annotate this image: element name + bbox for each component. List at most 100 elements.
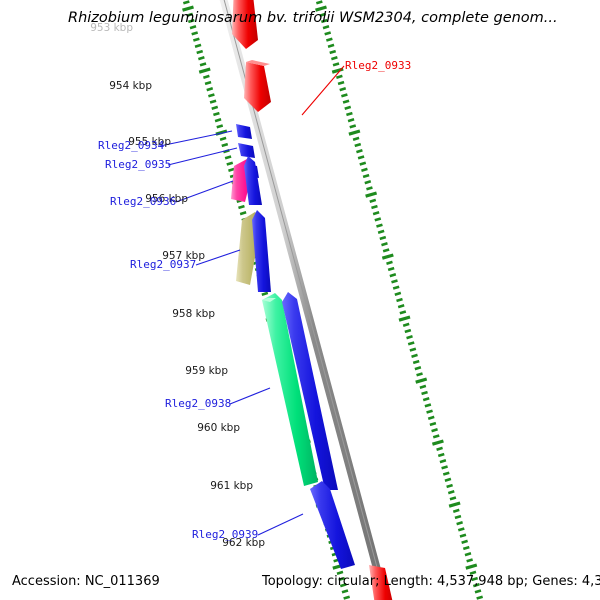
ruler-label-2: 955 kbp: [128, 136, 171, 148]
gene-glyph-blue-mid-2[interactable]: [252, 210, 271, 292]
ruler-tick-right-89: [461, 539, 469, 544]
ruler-tick-right-34: [369, 198, 377, 203]
gene-label-Rleg2_0934[interactable]: Rleg2_0934: [98, 139, 165, 152]
gene-label-Rleg2_0938[interactable]: Rleg2_0938: [165, 397, 231, 410]
ruler-tick-right-68: [426, 409, 433, 414]
ruler-tick-right-94: [469, 570, 477, 575]
ruler-tick-left-4: [186, 12, 194, 17]
ruler-tick-right-92: [466, 558, 474, 563]
ruler-tick-left-96: [339, 583, 347, 588]
ruler-tick-right-11: [330, 56, 338, 61]
ruler-tick-left-35: [238, 204, 245, 210]
ruler-labels: 953 kbp 954 kbp 955 kbp 956 kbp 957 kbp 958 k…: [90, 22, 265, 549]
ruler-tick-right-43: [381, 253, 394, 260]
ruler-tick-left-8: [192, 37, 200, 42]
ruler-tick-left-10: [196, 49, 204, 55]
ruler-right-ticks: [315, 0, 484, 600]
ruler-tick-right-32: [366, 186, 373, 191]
ruler-tick-left-9: [194, 43, 202, 48]
ruler-tick-right-51: [397, 304, 405, 309]
ruler-tick-right-86: [456, 521, 463, 526]
ruler-tick-right-6: [322, 25, 330, 30]
ruler-tick-left-28: [226, 161, 234, 166]
ruler-tick-right-98: [476, 595, 484, 600]
ruler-tick-right-52: [399, 310, 407, 315]
gene-glyph-red-top-1[interactable]: [232, 0, 258, 49]
leader-Rleg2_0933: [301, 65, 345, 116]
ruler-tick-right-80: [446, 483, 453, 489]
ruler-tick-right-3: [315, 5, 327, 12]
ruler-tick-right-22: [349, 124, 357, 129]
ruler-label-8: 961 kbp: [210, 480, 253, 492]
ruler-label-5: 958 kbp: [172, 308, 215, 320]
gene-glyph-red-bottom[interactable]: [369, 565, 395, 600]
gene-labels[interactable]: Rleg2_0933 Rleg2_0934 Rleg2_0935 Rleg2_0936…: [98, 59, 411, 541]
gene-label-Rleg2_0935[interactable]: Rleg2_0935: [105, 158, 171, 171]
ruler-label-0: 953 kbp: [90, 22, 133, 34]
leader-Rleg2_0939: [257, 513, 304, 536]
ruler-tick-right-76: [439, 459, 447, 464]
ruler-label-6: 959 kbp: [185, 365, 228, 377]
ruler-tick-left-95: [338, 576, 346, 582]
ruler-tick-right-20: [346, 111, 353, 117]
ruler-tick-right-16: [339, 87, 347, 92]
ruler-tick-right-35: [371, 204, 378, 210]
ruler-tick-right-8: [325, 37, 333, 42]
ruler-tick-right-83: [448, 501, 461, 508]
gene-glyph-Rleg2_0939[interactable]: [310, 481, 355, 569]
ruler-tick-left-29: [228, 167, 235, 172]
gene-label-Rleg2_0936[interactable]: Rleg2_0936: [110, 195, 176, 208]
ruler-tick-right-84: [452, 508, 460, 513]
ruler-tick-right-15: [337, 80, 345, 86]
ruler-tick-right-38: [376, 223, 383, 228]
ruler-tick-right-26: [356, 149, 363, 154]
ruler-tick-right-12: [332, 62, 340, 67]
ruler-tick-right-10: [329, 49, 337, 55]
ruler-tick-left-18: [209, 99, 217, 104]
ruler-tick-right-24: [352, 136, 360, 141]
ruler-tick-right-78: [442, 471, 450, 476]
ruler-tick-left-36: [239, 211, 247, 216]
gene-glyph-blue-long[interactable]: [282, 292, 338, 490]
ruler-tick-right-67: [424, 403, 432, 408]
ruler-tick-right-54: [402, 322, 410, 327]
ruler-tick-right-63: [415, 377, 428, 384]
gene-label-Rleg2_0939[interactable]: Rleg2_0939: [192, 528, 258, 541]
ruler-tick-right-62: [416, 372, 423, 377]
ruler-tick-left-2: [182, 0, 190, 5]
ruler-tick-right-17: [341, 93, 348, 98]
ruler-tick-right-60: [412, 359, 420, 365]
gene-glyph-blue-mid-1[interactable]: [244, 156, 262, 205]
ruler-tick-right-56: [406, 335, 413, 340]
ruler-tick-right-88: [459, 533, 467, 538]
ruler-tick-left-98: [343, 595, 351, 600]
ruler-tick-left-25: [221, 142, 229, 148]
ruler-tick-right-95: [471, 576, 479, 582]
backbone-axis: [219, 0, 390, 600]
ruler-tick-right-77: [441, 465, 448, 470]
ruler-tick-right-14: [336, 74, 343, 79]
ruler-tick-left-6: [189, 25, 197, 30]
leader-Rleg2_0938: [229, 387, 271, 405]
gene-glyph-Rleg2_0938[interactable]: [262, 293, 318, 486]
ruler-tick-right-18: [342, 99, 350, 104]
gene-glyph-Rleg2_0934[interactable]: [236, 124, 252, 139]
ruler-tick-left-3: [182, 5, 194, 12]
ruler-tick-left-13: [198, 67, 211, 74]
ruler-tick-right-50: [396, 297, 403, 303]
gene-glyph-Rleg2_0933[interactable]: [244, 60, 271, 112]
ruler-tick-right-41: [381, 242, 388, 247]
ruler-tick-right-45: [387, 266, 395, 272]
gene-features[interactable]: [231, 0, 395, 600]
gene-glyph-Rleg2_0935[interactable]: [238, 143, 255, 158]
ruler-tick-right-71: [431, 428, 438, 433]
ruler-tick-right-66: [422, 397, 430, 402]
gene-label-Rleg2_0933[interactable]: Rleg2_0933: [345, 59, 411, 72]
ruler-tick-right-33: [365, 191, 378, 198]
ruler-tick-right-28: [359, 161, 367, 166]
ruler-tick-right-25: [354, 142, 362, 148]
gene-label-Rleg2_0937[interactable]: Rleg2_0937: [130, 258, 196, 271]
ruler-tick-right-90: [462, 545, 470, 551]
